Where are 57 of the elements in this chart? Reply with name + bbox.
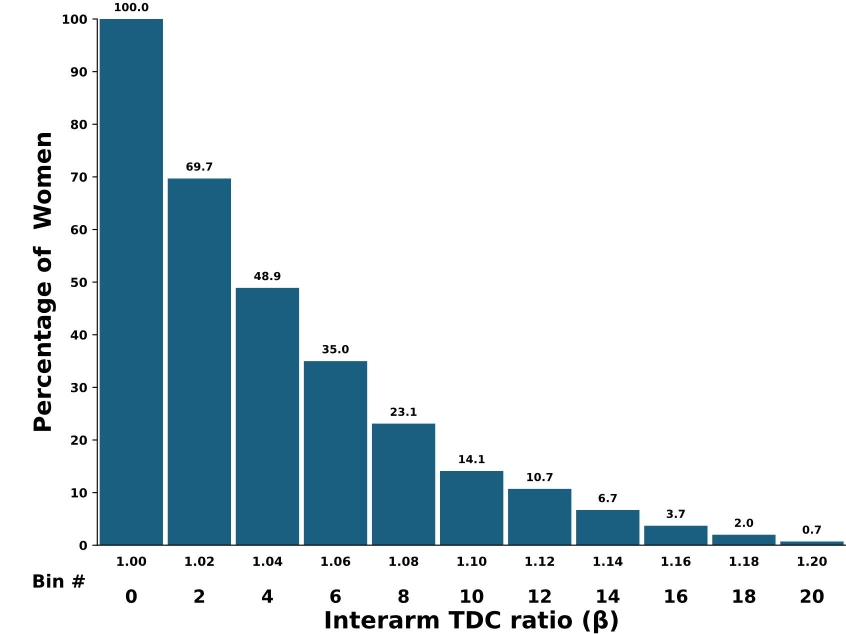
x-tick-label: 1.14 [594,556,623,566]
y-tick-label: 80 [70,120,87,130]
x-tick-label: 1.02 [185,556,214,566]
y-tick-label: 20 [71,435,87,445]
x-tick-label: 1.08 [390,556,418,566]
data-label: 100.0 [115,2,148,12]
bar [644,526,708,546]
x2-tick-label: 18 [733,589,756,603]
y-tick-label: 100 [62,14,87,24]
bar [304,361,368,546]
bar [100,19,163,546]
x2-tick-label: 0 [126,589,137,603]
x-tick-label: 1.00 [117,556,146,566]
x2-tick-label: 14 [597,590,620,603]
x2-tick-label: 8 [398,589,409,603]
x2-tick-label: 2 [194,589,204,603]
y-tick-label: 60 [70,224,87,234]
data-label: 6.7 [598,494,617,502]
x-axis-title: Interarm TDC ratio (β) [326,610,618,634]
y-tick-label: 0 [79,540,87,550]
x-tick-label: 1.10 [458,556,486,566]
x-tick-label: 1.20 [798,556,827,566]
x2-tick-label: 10 [461,589,484,603]
bar [576,510,640,546]
data-label: 23.1 [390,408,417,416]
x2-tick-label: 6 [330,589,341,603]
x2-tick-label: 12 [529,589,551,603]
data-label: 0.7 [802,525,821,534]
data-label: 48.9 [254,272,280,280]
data-label: 14.1 [459,455,485,464]
x-tick-label: 1.04 [253,556,282,566]
x2-axis-title: Bin # [34,574,85,588]
data-label: 69.7 [186,162,212,171]
data-label: 3.7 [666,510,685,518]
bar [508,488,572,546]
y-tick-label: 70 [71,172,87,182]
y-tick-label: 50 [71,278,87,288]
x-tick-label: 1.06 [322,556,350,566]
data-label: 10.7 [527,472,553,482]
y-tick-label: 90 [70,67,87,77]
bar [168,178,232,546]
bar [440,471,504,546]
data-label: 35.0 [322,344,349,354]
bar [372,424,436,546]
bar [712,534,776,546]
y-axis-title: Percentage of Women [32,133,56,431]
y-tick-label: 30 [71,382,87,392]
x2-tick-label: 4 [262,590,273,603]
x2-tick-label: 20 [800,589,824,603]
x-tick-label: 1.18 [730,556,759,566]
x-tick-label: 1.12 [526,556,554,566]
bar [236,288,300,546]
x-tick-label: 1.16 [662,556,691,566]
y-tick-label: 40 [70,330,87,340]
y-tick-label: 10 [72,488,87,498]
data-label: 2.0 [734,518,754,528]
x2-tick-label: 16 [665,589,688,603]
